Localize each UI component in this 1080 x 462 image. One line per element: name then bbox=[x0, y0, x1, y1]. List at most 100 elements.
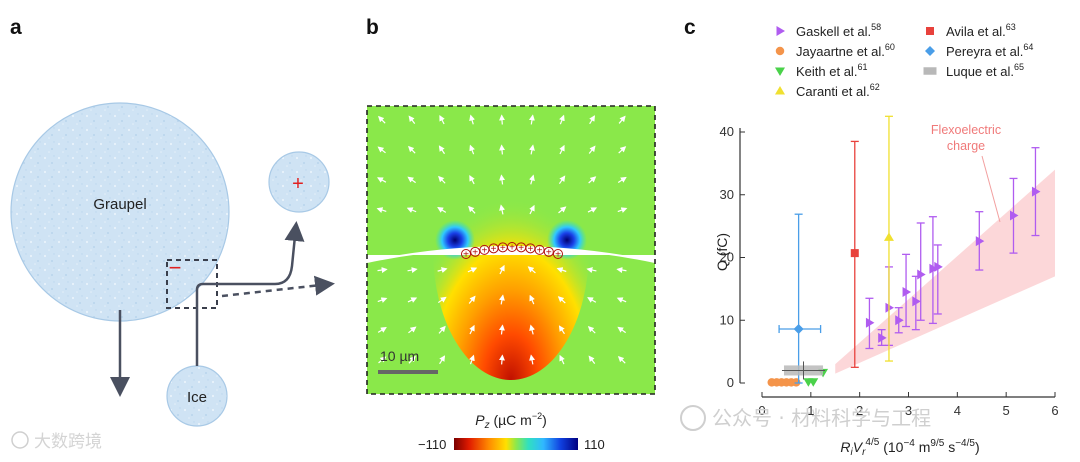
legend-label: Luque et al.65 bbox=[946, 62, 1024, 79]
surface-charge-sign: + bbox=[527, 244, 533, 255]
polarization-arrow bbox=[587, 297, 597, 303]
polarization-arrow bbox=[617, 356, 626, 364]
polarization-arrow bbox=[617, 207, 628, 213]
polarization-arrow bbox=[587, 207, 598, 213]
polarization-arrow bbox=[588, 145, 596, 154]
surface-charge-circle bbox=[543, 246, 554, 257]
surface-charge-sign: + bbox=[463, 250, 469, 261]
surface-charge-sign: + bbox=[537, 245, 543, 256]
polarization-arrow bbox=[499, 174, 506, 185]
legend-marker bbox=[776, 26, 785, 36]
data-point bbox=[808, 378, 819, 387]
y-tick-label: 30 bbox=[720, 187, 734, 202]
legend-label: Gaskell et al.58 bbox=[796, 22, 881, 39]
small-ice-particle bbox=[268, 151, 330, 213]
polarization-arrow bbox=[408, 145, 416, 154]
polarization-arrow bbox=[437, 296, 447, 304]
polarization-arrow bbox=[469, 144, 475, 155]
x-axis-label: RiVr4/5 (10−4 m9/5 s−4/5) bbox=[840, 437, 979, 458]
polarization-arrow bbox=[617, 176, 627, 183]
polarization-arrow bbox=[407, 176, 416, 184]
data-point bbox=[1031, 186, 1041, 197]
polarization-arrow bbox=[559, 354, 565, 365]
x-tick-label: 0 bbox=[758, 403, 765, 418]
surface-charge-circle bbox=[461, 249, 471, 259]
polarization-arrow bbox=[439, 355, 446, 365]
surface-charge-circle bbox=[470, 246, 481, 257]
data-point bbox=[885, 302, 894, 313]
legend: Gaskell et al.58 Jayaartne et al.60 Keith … bbox=[775, 22, 1033, 99]
polarization-arrow bbox=[529, 174, 535, 185]
polarization-arrow bbox=[529, 294, 535, 305]
data-point bbox=[865, 317, 875, 328]
polarization-arrow bbox=[407, 267, 418, 274]
band-label-pointer bbox=[981, 155, 1001, 223]
polarization-arrow bbox=[558, 175, 566, 185]
surface-charge-sign: + bbox=[472, 247, 478, 258]
polarization-arrow bbox=[499, 204, 505, 215]
polarization-arrow bbox=[469, 174, 475, 185]
band-area bbox=[835, 169, 1055, 374]
polarization-arrow bbox=[498, 294, 505, 305]
panel-a-label: a bbox=[10, 16, 22, 39]
polarization-arrows bbox=[376, 114, 628, 365]
polarization-arrow bbox=[438, 325, 446, 334]
watermark-right-text: 公众号 · 材料科学与工程 bbox=[712, 406, 931, 430]
surface-charge-sign: + bbox=[481, 245, 487, 256]
colorbar-title: Pz (µC m−2) bbox=[475, 411, 547, 431]
polarization-arrow bbox=[469, 354, 475, 365]
negative-charge-sign: − bbox=[169, 255, 182, 280]
polarization-arrow bbox=[439, 114, 445, 125]
polarization-arrow bbox=[469, 114, 475, 125]
x-tick-label: 4 bbox=[954, 403, 961, 418]
polarization-arrow bbox=[408, 326, 417, 334]
polarization-arrow bbox=[377, 177, 387, 183]
data-point bbox=[878, 332, 887, 343]
polarization-arrow bbox=[437, 267, 448, 273]
polarization-arrow bbox=[529, 204, 535, 215]
y-tick-label: 0 bbox=[727, 375, 734, 390]
polarization-arrow bbox=[587, 326, 596, 334]
legend-label: Caranti et al.62 bbox=[796, 82, 880, 99]
polarization-arrow bbox=[529, 354, 536, 365]
polarization-arrow bbox=[529, 144, 535, 155]
zoom-arrow bbox=[221, 275, 335, 298]
graupel-label: Graupel bbox=[93, 196, 146, 213]
y-tick-label: 10 bbox=[720, 312, 734, 327]
polarization-arrow bbox=[408, 115, 416, 124]
surface-charges: + + + + + + + + + + + bbox=[461, 242, 563, 261]
colorbar-max: 110 bbox=[584, 437, 605, 452]
series-pereyra-et-al bbox=[778, 213, 822, 384]
legend-label: Avila et al.63 bbox=[946, 22, 1016, 39]
polarization-arrow bbox=[468, 205, 476, 214]
legend-label: Pereyra et al.64 bbox=[946, 42, 1033, 59]
data-point bbox=[934, 261, 943, 272]
panel-a: a Graupel + Ice − bbox=[10, 16, 335, 427]
surface-charge-sign: + bbox=[509, 243, 515, 254]
x-tick-label: 5 bbox=[1003, 403, 1010, 418]
polarization-arrow bbox=[618, 115, 626, 124]
data-point bbox=[1009, 210, 1019, 221]
polarization-map bbox=[366, 105, 656, 395]
data-point bbox=[975, 236, 985, 247]
polarization-arrow bbox=[437, 207, 447, 213]
wechat-icon bbox=[680, 405, 706, 431]
x-tick-label: 6 bbox=[1051, 403, 1058, 418]
polarization-arrow bbox=[557, 296, 566, 304]
scalebar-label: 10 µm bbox=[380, 348, 419, 364]
axes: 0 1 2 3 4 5 6 0 10 20 30 40 bbox=[720, 124, 1059, 418]
legend-marker bbox=[926, 27, 934, 35]
watermark-right: 公众号 · 材料科学与工程 bbox=[680, 405, 931, 431]
data-point bbox=[917, 269, 926, 280]
colorbar-min: −110 bbox=[418, 437, 446, 452]
polarization-arrow bbox=[559, 114, 565, 125]
legend-label: Keith et al.61 bbox=[796, 62, 867, 79]
data-point bbox=[883, 232, 894, 241]
y-axis-label: Q (fC) bbox=[714, 233, 730, 271]
positive-charge-sign: + bbox=[292, 173, 304, 195]
ice-trajectory-arrow bbox=[195, 221, 305, 366]
polarization-arrow bbox=[377, 267, 388, 274]
polarization-arrow bbox=[529, 324, 535, 335]
watermark-left-icon bbox=[11, 431, 29, 449]
polarization-arrow bbox=[498, 354, 505, 365]
